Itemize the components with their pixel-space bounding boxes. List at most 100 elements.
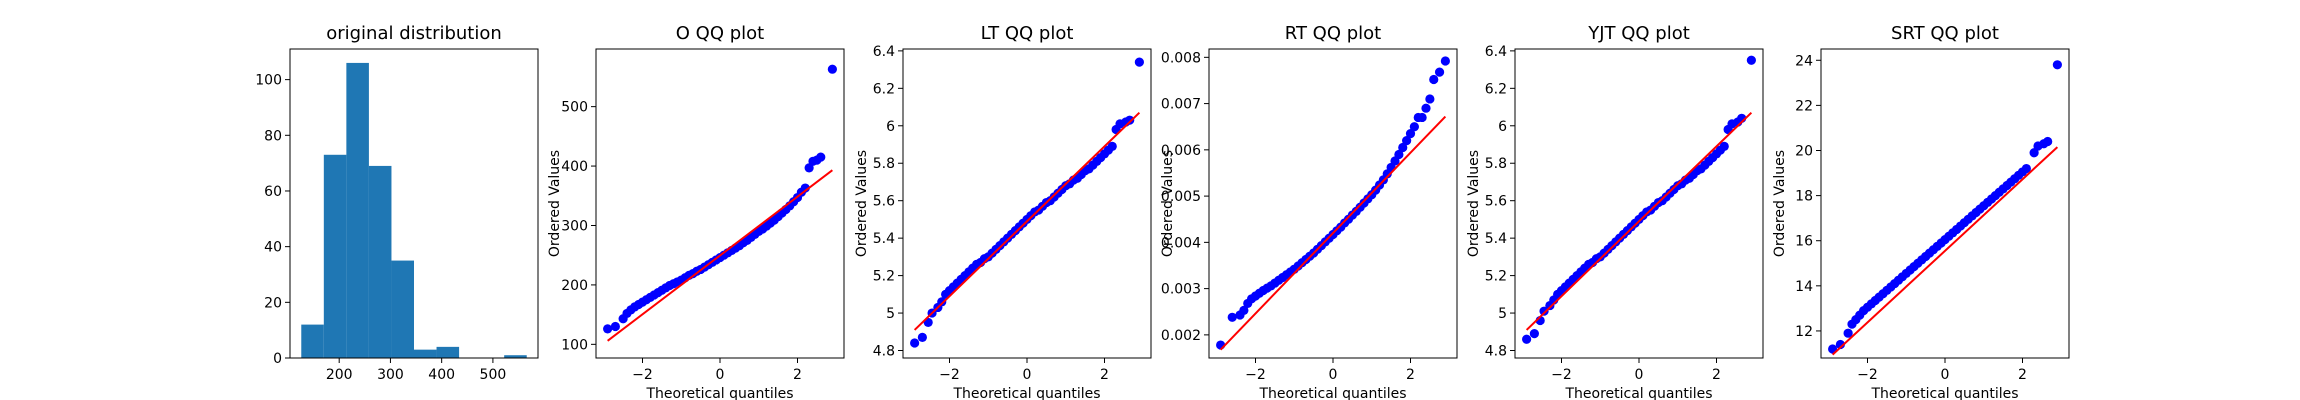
subplot-title: original distribution	[326, 23, 502, 44]
y-tick-label: 0	[273, 351, 282, 367]
qq-point	[1440, 56, 1450, 66]
y-tick-label: 60	[264, 184, 282, 200]
qq-point	[1107, 141, 1117, 151]
histogram-bar	[323, 154, 347, 358]
y-tick-label: 6.2	[873, 81, 895, 97]
axes-frame	[1514, 48, 1764, 359]
qq-point	[1434, 67, 1445, 77]
subplot-2: −2 0 2 100 200 300 400 500 O QQ plot Theoretical …	[547, 23, 845, 400]
y-tick-label: 5.6	[1485, 194, 1507, 210]
qq-point	[2021, 163, 2031, 174]
x-tick-label: −2	[939, 367, 960, 383]
qq-point	[1539, 306, 1549, 316]
qq-point	[937, 297, 947, 307]
y-axis-label: Ordered Values	[547, 150, 563, 257]
subplot-title: YJT QQ plot	[1587, 23, 1690, 44]
qq-point	[1425, 94, 1435, 104]
y-tick-label: 6	[886, 119, 895, 135]
y-tick-label: 12	[1795, 324, 1813, 340]
x-tick-label: 2	[793, 367, 802, 383]
y-tick-label: 40	[264, 240, 282, 256]
x-tick-label: 2	[1712, 367, 1721, 383]
y-tick-label: 100	[255, 73, 282, 89]
y-axis-label: Ordered Values	[1772, 150, 1788, 257]
histogram-bar	[504, 355, 527, 358]
y-tick-label: 20	[264, 295, 282, 311]
qq-point	[1522, 334, 1532, 344]
histogram-bar	[414, 349, 437, 358]
y-tick-label: 5	[886, 306, 895, 322]
y-tick-label: 22	[1795, 98, 1813, 114]
y-axis-label: Ordered Values	[1160, 150, 1176, 257]
subplot-title: LT QQ plot	[981, 23, 1074, 44]
subplot-1: 200 300 400 500 0 20 40 60 80 100 original distrib…	[255, 23, 539, 383]
subplot-title: RT QQ plot	[1285, 23, 1381, 44]
qq-point	[1239, 305, 1249, 315]
qq-point	[1529, 329, 1539, 339]
y-tick-label: 4.8	[1485, 344, 1507, 360]
qq-point	[1227, 312, 1237, 322]
fit-line	[1219, 115, 1447, 351]
x-tick-label: 2	[1100, 367, 1109, 383]
x-tick-label: 0	[1329, 367, 1338, 383]
subplot-5: −2 0 2 4.8 5 5.2 5.4 5.6 5.8 6 6.2 6.4 YJT QQ plot Th…	[1466, 23, 1764, 400]
y-tick-label: 80	[264, 128, 282, 144]
y-tick-label: 6.4	[1485, 44, 1507, 60]
qq-point	[603, 324, 613, 334]
y-tick-label: 200	[561, 278, 588, 294]
qq-point	[1394, 149, 1404, 160]
fit-line	[913, 111, 1141, 331]
qq-point	[1402, 135, 1412, 146]
qq-point	[610, 321, 620, 332]
x-axis-label: Theoretical quantiles	[645, 386, 793, 400]
axes-frame	[289, 48, 539, 359]
qq-point	[2043, 136, 2053, 147]
qq-point	[917, 332, 927, 342]
x-tick-label: 0	[1635, 367, 1644, 383]
y-tick-label: 6.2	[1485, 81, 1507, 97]
y-tick-label: 6.4	[873, 44, 895, 60]
y-tick-label: 0.004	[1161, 235, 1201, 251]
y-tick-label: 5.4	[1485, 231, 1507, 247]
y-tick-label: 300	[561, 218, 588, 234]
qq-point	[1125, 115, 1135, 125]
y-tick-label: 5.8	[873, 156, 895, 172]
histogram-bar	[391, 260, 414, 358]
y-tick-label: 0.007	[1161, 97, 1201, 113]
qq-point	[1409, 122, 1419, 132]
qq-point	[910, 338, 920, 348]
subplot-title: O QQ plot	[676, 23, 764, 44]
subplot-3: −2 0 2 4.8 5 5.2 5.4 5.6 5.8 6 6.2 6.4 LT QQ plot The…	[854, 23, 1152, 400]
y-axis-label: Ordered Values	[854, 150, 870, 257]
x-axis-label: Theoretical quantiles	[1870, 386, 2018, 400]
qq-point	[1421, 103, 1431, 113]
qq-point	[2029, 148, 2039, 158]
y-tick-label: 100	[561, 337, 588, 353]
qq-point	[1417, 112, 1427, 123]
x-tick-label: 200	[326, 367, 353, 383]
fit-line	[607, 169, 833, 342]
x-tick-label: 0	[1941, 367, 1950, 383]
x-axis-label: Theoretical quantiles	[1258, 386, 1406, 400]
qq-point	[1843, 328, 1853, 338]
histogram-bar	[346, 62, 369, 359]
x-tick-label: 2	[1406, 367, 1415, 383]
x-tick-label: 400	[428, 367, 455, 383]
qq-point	[1746, 55, 1756, 65]
x-tick-label: −2	[1551, 367, 1572, 383]
x-tick-label: −2	[632, 367, 653, 383]
qq-point	[1719, 141, 1729, 151]
fit-line	[1831, 146, 2059, 356]
y-tick-label: 18	[1795, 189, 1813, 205]
histogram-bar	[368, 165, 392, 358]
qq-point	[1405, 129, 1416, 139]
qq-point	[1134, 57, 1144, 67]
x-tick-label: 0	[1023, 367, 1032, 383]
qq-point	[1429, 74, 1439, 85]
y-tick-label: 5.2	[1485, 269, 1507, 285]
qq-point	[827, 64, 837, 74]
qq-point	[1835, 339, 1845, 350]
y-tick-label: 0.002	[1161, 328, 1201, 344]
x-tick-label: −2	[1857, 367, 1878, 383]
x-tick-label: 500	[480, 367, 507, 383]
